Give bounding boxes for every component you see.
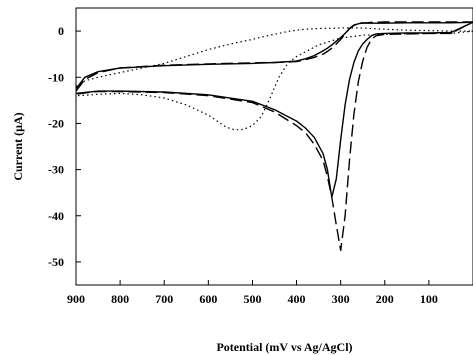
x-tick-label: 700	[155, 292, 173, 306]
x-tick-label: 400	[288, 292, 306, 306]
x-tick-label: 200	[376, 292, 394, 306]
x-axis: 900 800 700 600 500 400 300 200 100	[67, 280, 438, 306]
series-line-solid	[75, 21, 473, 199]
x-tick-label: 600	[199, 292, 217, 306]
y-tick-label: -10	[48, 70, 64, 84]
y-axis: 0 -10 -20 -30 -40 -50	[48, 24, 81, 269]
x-tick-label: 900	[67, 292, 85, 306]
y-tick-label: 0	[58, 24, 64, 38]
x-tick-label: 500	[243, 292, 261, 306]
y-axis-title: Current (µA)	[11, 112, 25, 180]
y-tick-label: -20	[48, 116, 64, 130]
x-tick-label: 800	[111, 292, 129, 306]
x-axis-title: Potential (mV vs Ag/AgCl)	[216, 340, 352, 354]
series-line-dashed	[75, 21, 473, 252]
series-layer	[75, 21, 473, 252]
series-line-dotted	[75, 27, 473, 131]
x-tick-label: 100	[420, 292, 438, 306]
y-tick-label: -50	[48, 255, 64, 269]
plot-frame	[75, 7, 473, 286]
y-tick-label: -40	[48, 209, 64, 223]
y-tick-label: -30	[48, 163, 64, 177]
x-tick-label: 300	[332, 292, 350, 306]
